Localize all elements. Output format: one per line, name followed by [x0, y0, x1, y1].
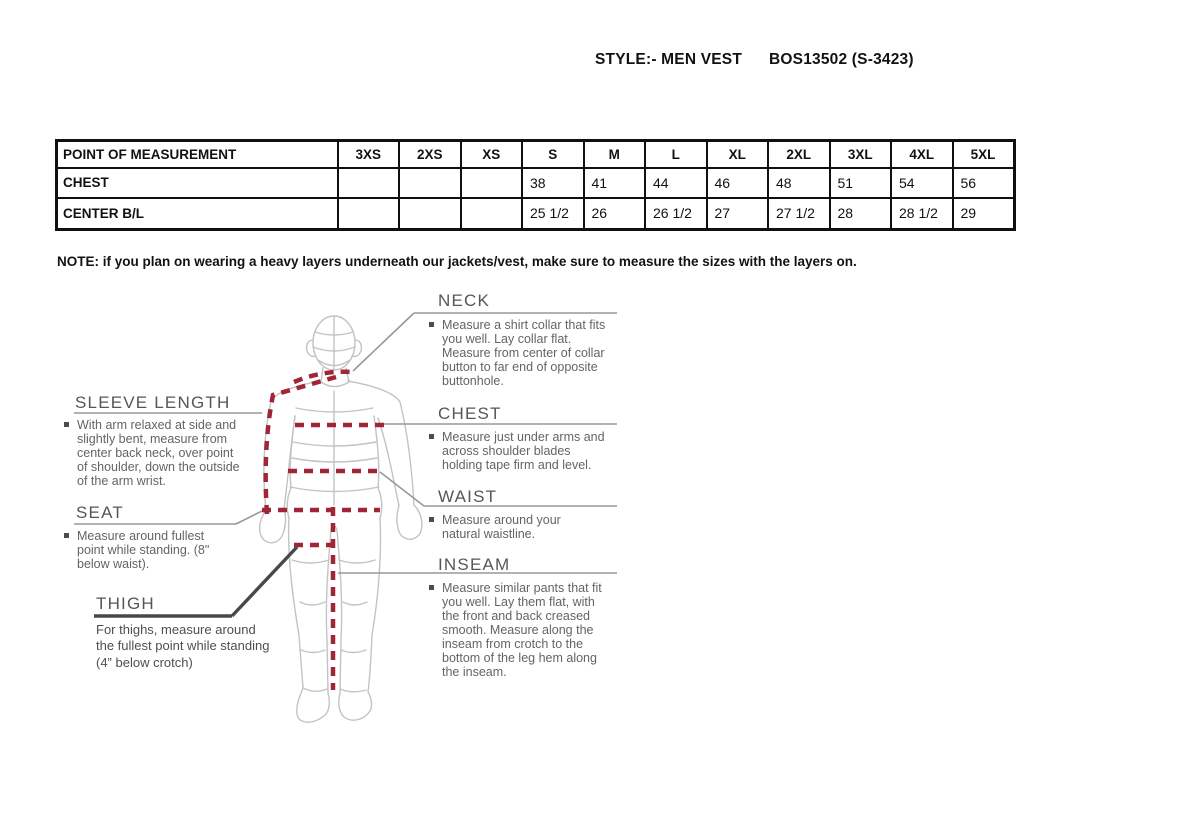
table-cell	[398, 196, 462, 231]
style-label: STYLE:- MEN VEST	[595, 51, 743, 68]
col-header-xs: XS	[459, 139, 523, 169]
row-label-chest: CHEST	[55, 166, 339, 199]
chest-heading: CHEST	[438, 404, 502, 423]
sleeve-length-description-text: With arm relaxed at side and slightly be…	[77, 418, 240, 488]
table-cell: 38	[521, 166, 585, 199]
mannequin-wireframe-icon	[259, 315, 423, 723]
bullet-icon	[429, 517, 434, 522]
col-header-point-of-measurement: POINT OF MEASUREMENT	[55, 139, 339, 169]
bullet-icon	[429, 585, 434, 590]
bullet-icon	[64, 533, 69, 538]
page-title: STYLE:- MEN VEST BOS13502 (S-3423)	[595, 51, 914, 69]
table-header-row: POINT OF MEASUREMENT 3XS 2XS XS S M L XL…	[55, 139, 1015, 169]
col-header-3xs: 3XS	[336, 139, 400, 169]
table-cell: 25 1/2	[521, 196, 585, 231]
table-cell: 26 1/2	[644, 196, 708, 231]
table-cell: 27	[705, 196, 769, 231]
bullet-icon	[64, 422, 69, 427]
col-header-l: L	[644, 139, 708, 169]
col-header-3xl: 3XL	[828, 139, 892, 169]
table-cell: 28 1/2	[890, 196, 954, 231]
measure-dash-lines-icon	[262, 369, 384, 690]
table-cell	[459, 196, 523, 231]
table-cell	[398, 166, 462, 199]
row-label-center-bl: CENTER B/L	[55, 196, 339, 231]
thigh-description-text: For thighs, measure around the fullest p…	[96, 622, 270, 670]
inseam-description: Measure similar pants that fit you well.…	[429, 581, 611, 679]
table-cell	[336, 166, 400, 199]
table-cell: 44	[644, 166, 708, 199]
sleeve-length-description: With arm relaxed at side and slightly be…	[64, 418, 246, 488]
sleeve-length-heading: SLEEVE LENGTH	[75, 393, 231, 412]
bullet-icon	[429, 434, 434, 439]
note-text: NOTE: if you plan on wearing a heavy lay…	[57, 254, 857, 269]
table-cell: 46	[705, 166, 769, 199]
col-header-m: M	[582, 139, 646, 169]
table-cell: 48	[767, 166, 831, 199]
chest-description-text: Measure just under arms and across shoul…	[442, 430, 605, 472]
chest-description: Measure just under arms and across shoul…	[429, 430, 609, 472]
waist-heading: WAIST	[438, 487, 498, 506]
seat-description-text: Measure around fullest point while stand…	[77, 529, 210, 571]
col-header-4xl: 4XL	[890, 139, 954, 169]
table-cell: 56	[951, 166, 1015, 199]
waist-description: Measure around your natural waistline.	[429, 513, 584, 541]
table-cell	[459, 166, 523, 199]
table-cell	[336, 196, 400, 231]
col-header-2xl: 2XL	[767, 139, 831, 169]
inseam-heading: INSEAM	[438, 555, 511, 574]
table-cell: 41	[582, 166, 646, 199]
table-cell: 27 1/2	[767, 196, 831, 231]
neck-heading: NECK	[438, 291, 491, 310]
table-row-center-bl: CENTER B/L 25 1/2 26 26 1/2 27 27 1/2 28…	[55, 196, 1015, 231]
col-header-xl: XL	[705, 139, 769, 169]
waist-description-text: Measure around your natural waistline.	[442, 513, 561, 541]
table-row-chest: CHEST 38 41 44 46 48 51 54 56	[55, 166, 1015, 199]
style-code: BOS13502 (S-3423)	[769, 51, 914, 68]
inseam-description-text: Measure similar pants that fit you well.…	[442, 581, 602, 679]
bullet-icon	[429, 322, 434, 327]
table-cell: 54	[890, 166, 954, 199]
table-cell: 29	[951, 196, 1015, 231]
col-header-s: S	[521, 139, 585, 169]
neck-description: Measure a shirt collar that fits you wel…	[429, 318, 613, 388]
table-cell: 26	[582, 196, 646, 231]
table-cell: 51	[828, 166, 892, 199]
size-table: POINT OF MEASUREMENT 3XS 2XS XS S M L XL…	[55, 139, 1016, 231]
neck-description-text: Measure a shirt collar that fits you wel…	[442, 318, 606, 388]
seat-heading: SEAT	[76, 503, 124, 522]
col-header-5xl: 5XL	[951, 139, 1015, 169]
thigh-heading: THIGH	[96, 594, 155, 613]
col-header-2xs: 2XS	[398, 139, 462, 169]
seat-description: Measure around fullest point while stand…	[64, 529, 226, 571]
table-cell: 28	[828, 196, 892, 231]
